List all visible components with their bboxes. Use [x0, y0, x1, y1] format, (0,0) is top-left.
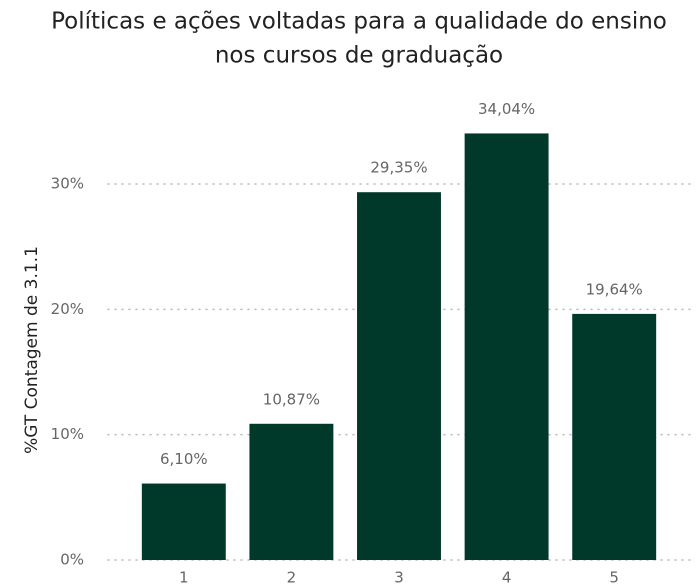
data-label: 19,64%	[586, 280, 643, 298]
data-label: 10,87%	[263, 390, 320, 408]
data-label: 29,35%	[370, 159, 427, 177]
x-tick-label: 5	[609, 569, 619, 587]
y-tick-label: 10%	[51, 425, 84, 443]
bar	[141, 483, 226, 560]
x-tick-label: 3	[394, 569, 404, 587]
y-tick-label: 30%	[51, 175, 84, 193]
chart-title: Políticas e ações voltadas para a qualid…	[51, 9, 667, 35]
bar	[249, 423, 334, 560]
bar	[357, 192, 441, 560]
x-tick-label: 4	[502, 569, 512, 587]
y-tick-label: 20%	[51, 300, 84, 318]
y-tick-label: 0%	[60, 551, 84, 569]
data-label: 6,10%	[160, 450, 208, 468]
y-axis-label: %GT Contagem de 3.1.1	[22, 246, 42, 454]
bar	[572, 313, 657, 560]
x-tick-label: 2	[287, 569, 297, 587]
chart-title: nos cursos de graduação	[215, 43, 503, 69]
data-label: 34,04%	[478, 100, 535, 118]
x-tick-label: 1	[179, 569, 189, 587]
bar	[464, 133, 549, 560]
